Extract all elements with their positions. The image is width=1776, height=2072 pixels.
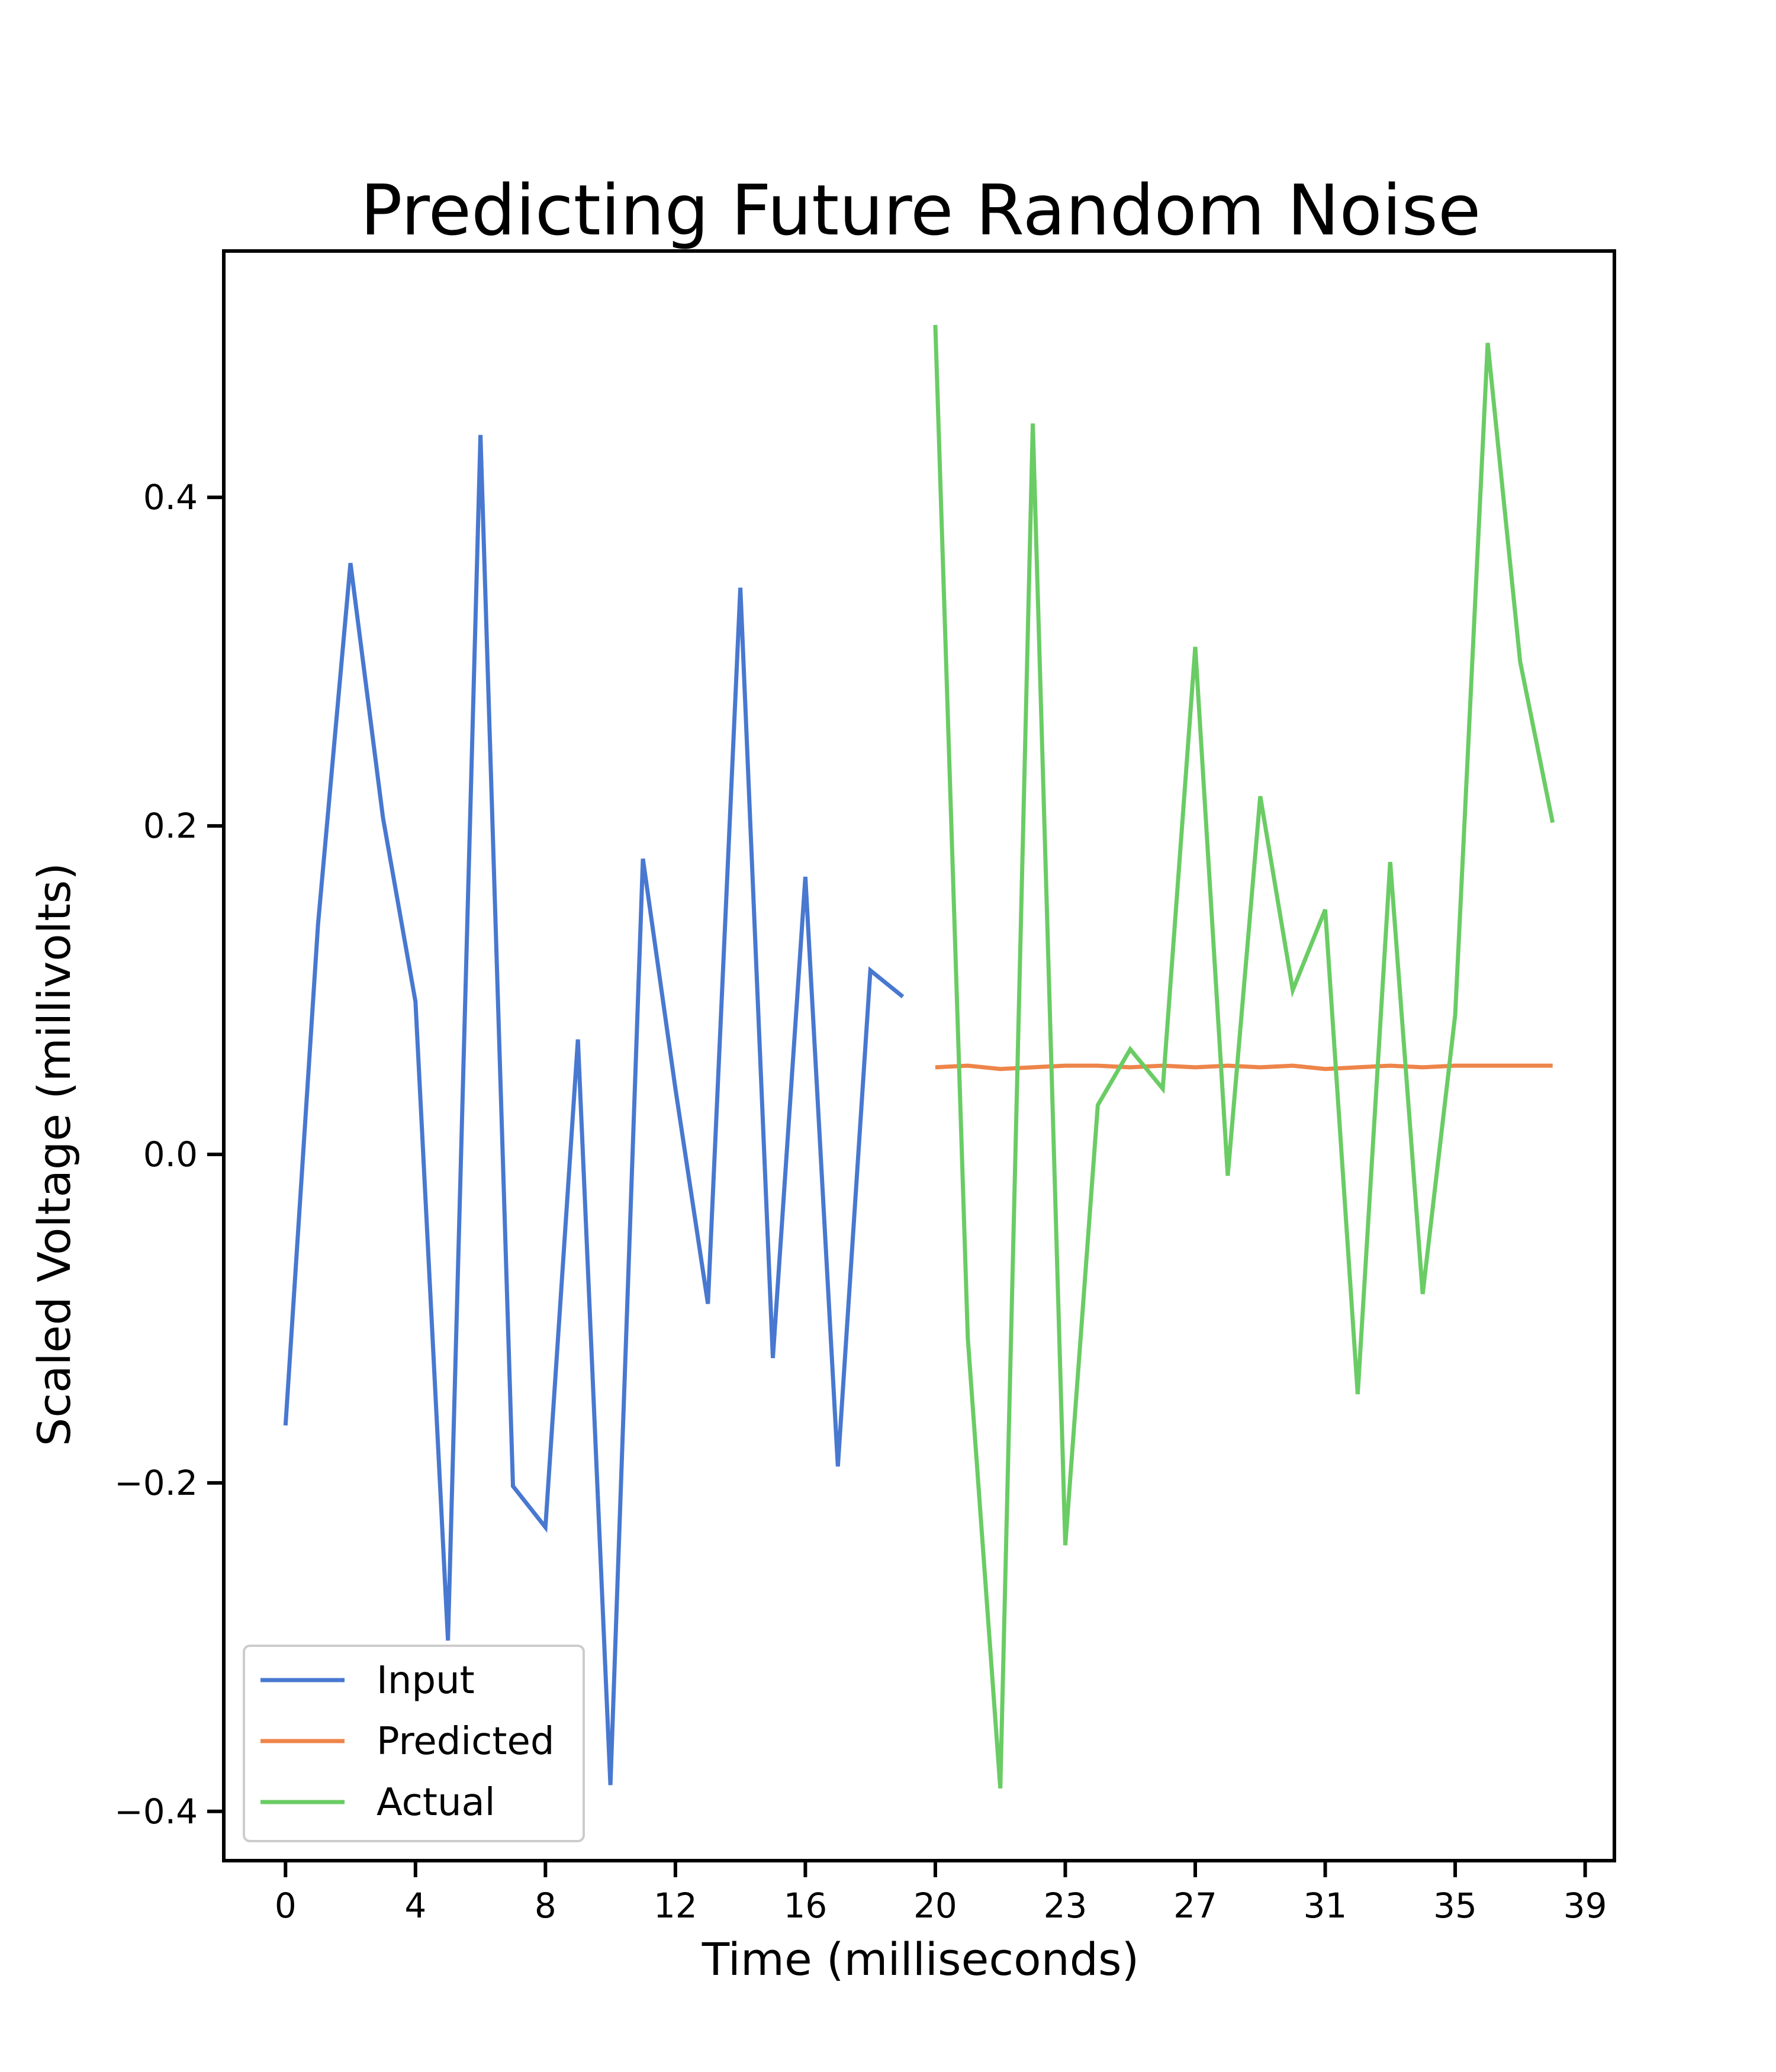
y-tick-label: 0.4 — [143, 477, 198, 517]
x-tick-label: 8 — [535, 1886, 556, 1926]
y-tick-label: 0.0 — [143, 1134, 198, 1175]
x-tick-label: 16 — [784, 1886, 828, 1926]
plot-frame — [222, 249, 1616, 1862]
x-tick-label: 12 — [654, 1886, 697, 1926]
x-tick-label: 39 — [1563, 1886, 1607, 1926]
legend-label-input: Input — [377, 1659, 475, 1703]
y-tick-label: −0.4 — [114, 1791, 198, 1832]
y-tick-label: −0.2 — [114, 1463, 198, 1503]
chart-title: Predicting Future Random Noise — [360, 169, 1481, 251]
legend-label-actual: Actual — [377, 1781, 496, 1825]
series-line-actual — [933, 324, 1555, 1789]
legend-box — [243, 1645, 585, 1842]
x-tick-label: 20 — [913, 1886, 957, 1926]
series-line-predicted — [935, 1063, 1553, 1072]
series-line-input — [283, 435, 905, 1785]
y-tick-label: 0.2 — [143, 806, 198, 846]
x-tick-label: 0 — [275, 1886, 297, 1926]
axes: −0.4 −0.2 0.0 0.2 0.4 0 4 8 12 16 20 23 27 31 35 39 — [114, 249, 1616, 1926]
x-tick-label: 35 — [1433, 1886, 1477, 1926]
y-axis-label: Scaled Voltage (millivolts) — [28, 863, 81, 1446]
x-tick-label: 31 — [1304, 1886, 1347, 1926]
legend-label-predicted: Predicted — [377, 1720, 554, 1764]
x-tick-label: 4 — [404, 1886, 426, 1926]
x-tick-label: 23 — [1044, 1886, 1088, 1926]
x-tick-label: 27 — [1173, 1886, 1217, 1926]
plot-area — [283, 324, 1555, 1789]
x-axis-label: Time (milliseconds) — [702, 1933, 1140, 1986]
legend: Input Predicted Actual — [243, 1645, 585, 1842]
